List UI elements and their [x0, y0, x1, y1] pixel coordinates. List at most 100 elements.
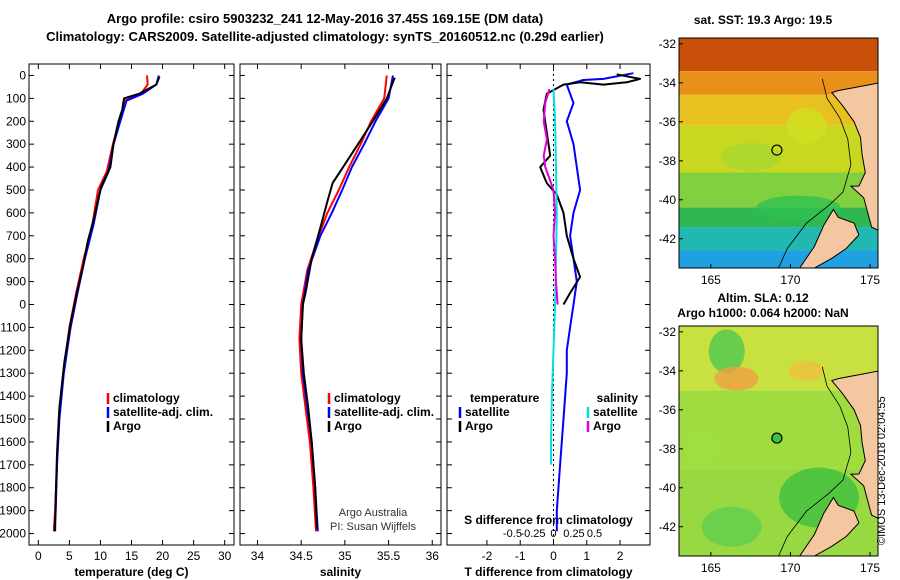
sla-map-land: [830, 370, 878, 519]
difference-xlabel: T difference from climatology: [464, 565, 632, 579]
depth-tick-label: 1900: [0, 504, 26, 518]
sla-map-title-line2: Argo h1000: 0.064 h2000: NaN: [677, 306, 848, 320]
sst-map-patch: [756, 195, 841, 220]
sla-map-argo-marker: [771, 432, 783, 444]
salinity-xtick-label: 36: [426, 549, 440, 563]
salinity-xlabel: salinity: [320, 565, 362, 579]
sst-map-ytick-label: -32: [659, 37, 677, 51]
sla-map-xtick-label: 175: [860, 561, 880, 575]
difference-salinity-legend-label: Argo: [593, 419, 621, 433]
temperature-legend-label: climatology: [113, 391, 180, 405]
salinity-diff-xtick-label: 0.25: [563, 528, 584, 540]
sst-map-patch: [720, 142, 781, 171]
depth-tick-label: 1200: [0, 343, 26, 357]
salinity-legend-label: satellite-adj. clim.: [334, 405, 434, 419]
depth-tick-label: 0: [19, 298, 26, 312]
depth-tick-label: 1500: [0, 412, 26, 426]
salinity-diff-xtick-label: -0.25: [520, 528, 545, 540]
difference-temperature-legend-label: Argo: [465, 419, 493, 433]
sst-map-land: [830, 82, 878, 231]
sla-map-ytick-label: -32: [659, 325, 677, 339]
temperature-xtick-label: 10: [94, 549, 108, 563]
sst-map-contour: [778, 78, 852, 268]
sla-map-ytick-label: -38: [659, 442, 677, 456]
salinity-xtick-label: 35: [338, 549, 352, 563]
sla-map-xtick-label: 170: [780, 561, 800, 575]
difference-xtick-label: 2: [617, 549, 624, 563]
depth-tick-label: 500: [6, 183, 26, 197]
figure-title-line2: Climatology: CARS2009. Satellite-adjuste…: [46, 29, 604, 44]
sla-map-patch: [788, 360, 825, 381]
difference-temperature-satellite-line: [555, 72, 634, 532]
sst-map-xtick-label: 170: [780, 273, 800, 287]
depth-tick-label: 1700: [0, 458, 26, 472]
depth-tick-label: 600: [6, 206, 26, 220]
sst-map-ytick-label: -40: [659, 193, 677, 207]
temperature-xlabel: temperature (deg C): [74, 565, 188, 579]
difference-xtick-label: 0: [550, 549, 557, 563]
temperature-legend-label: Argo: [113, 419, 141, 433]
salinity-xtick-label: 34: [251, 549, 265, 563]
sst-map-argo-marker: [771, 144, 783, 156]
salinity-diff-axis-label: S difference from climatology: [464, 513, 633, 527]
temperature-xtick-label: 0: [35, 549, 42, 563]
sla-map-land-south: [799, 496, 860, 556]
salinity-legend-label: climatology: [334, 391, 401, 405]
salinity-annotation-line1: Argo Australia: [339, 507, 408, 519]
salinity-diff-xtick-label: -0.5: [503, 528, 522, 540]
sst-map-band: [679, 125, 878, 173]
salinity-legend-label: Argo: [334, 419, 362, 433]
difference-panel-frame: [446, 63, 651, 546]
sst-map-ytick-label: -36: [659, 115, 677, 129]
sla-map-xtick-label: 165: [701, 561, 721, 575]
salinity-panel-frame: [239, 63, 442, 546]
depth-tick-label: 1600: [0, 435, 26, 449]
depth-tick-label: 100: [6, 91, 26, 105]
sst-map-ytick-label: -38: [659, 154, 677, 168]
temperature-xtick-label: 20: [156, 549, 170, 563]
sst-map-ytick-label: -42: [659, 232, 677, 246]
sst-map-field: [679, 38, 878, 268]
difference-temperature-legend-header: temperature: [470, 391, 540, 405]
temperature-xtick-label: 30: [218, 549, 232, 563]
depth-tick-label: 300: [6, 137, 26, 151]
sst-map-frame: [678, 37, 879, 269]
sla-map-patch: [684, 430, 721, 467]
sla-map-title-line1: Altim. SLA: 0.12: [717, 291, 809, 305]
temperature-xtick-label: 5: [66, 549, 73, 563]
sst-map-xtick-label: 165: [701, 273, 721, 287]
depth-tick-label: 400: [6, 160, 26, 174]
sst-map-band: [679, 38, 878, 72]
depth-tick-label: 1300: [0, 366, 26, 380]
depth-tick-label: 200: [6, 114, 26, 128]
depth-tick-label: 0: [19, 68, 26, 82]
depth-tick-label: 700: [6, 229, 26, 243]
sst-map-patch: [786, 107, 827, 144]
difference-xtick-label: -1: [515, 549, 526, 563]
imos-timestamp: ©IMOS 13-Dec-2018 02:04:55: [876, 396, 888, 545]
sla-map-field: [679, 326, 878, 556]
difference-temperature-argo-line: [539, 73, 641, 305]
sst-map-land-south: [799, 208, 860, 268]
sla-map-patch: [701, 506, 762, 547]
difference-temperature-legend-label: satellite: [465, 405, 510, 419]
depth-tick-label: 2000: [0, 527, 26, 541]
difference-xtick-label: 1: [583, 549, 590, 563]
difference-salinity-legend-header: salinity: [597, 391, 639, 405]
sla-map-ytick-label: -34: [659, 364, 677, 378]
temperature-xtick-label: 25: [187, 549, 201, 563]
difference-salinity-legend-label: satellite: [593, 405, 638, 419]
sst-map-band: [679, 250, 878, 268]
sla-map-patch: [714, 366, 759, 391]
sst-map-xtick-label: 175: [860, 273, 880, 287]
sla-map-ytick-label: -40: [659, 481, 677, 495]
sla-map-frame: [678, 325, 879, 557]
salinity-annotation-line2: PI: Susan Wijffels: [330, 521, 416, 533]
sst-map-band: [679, 71, 878, 95]
difference-xtick-label: -2: [482, 549, 493, 563]
figure-title-line1: Argo profile: csiro 5903232_241 12-May-2…: [106, 11, 544, 26]
depth-tick-label: 1800: [0, 481, 26, 495]
difference-salinity-argo-line: [542, 88, 559, 305]
salinity-diff-xtick-label: 0.5: [587, 528, 602, 540]
